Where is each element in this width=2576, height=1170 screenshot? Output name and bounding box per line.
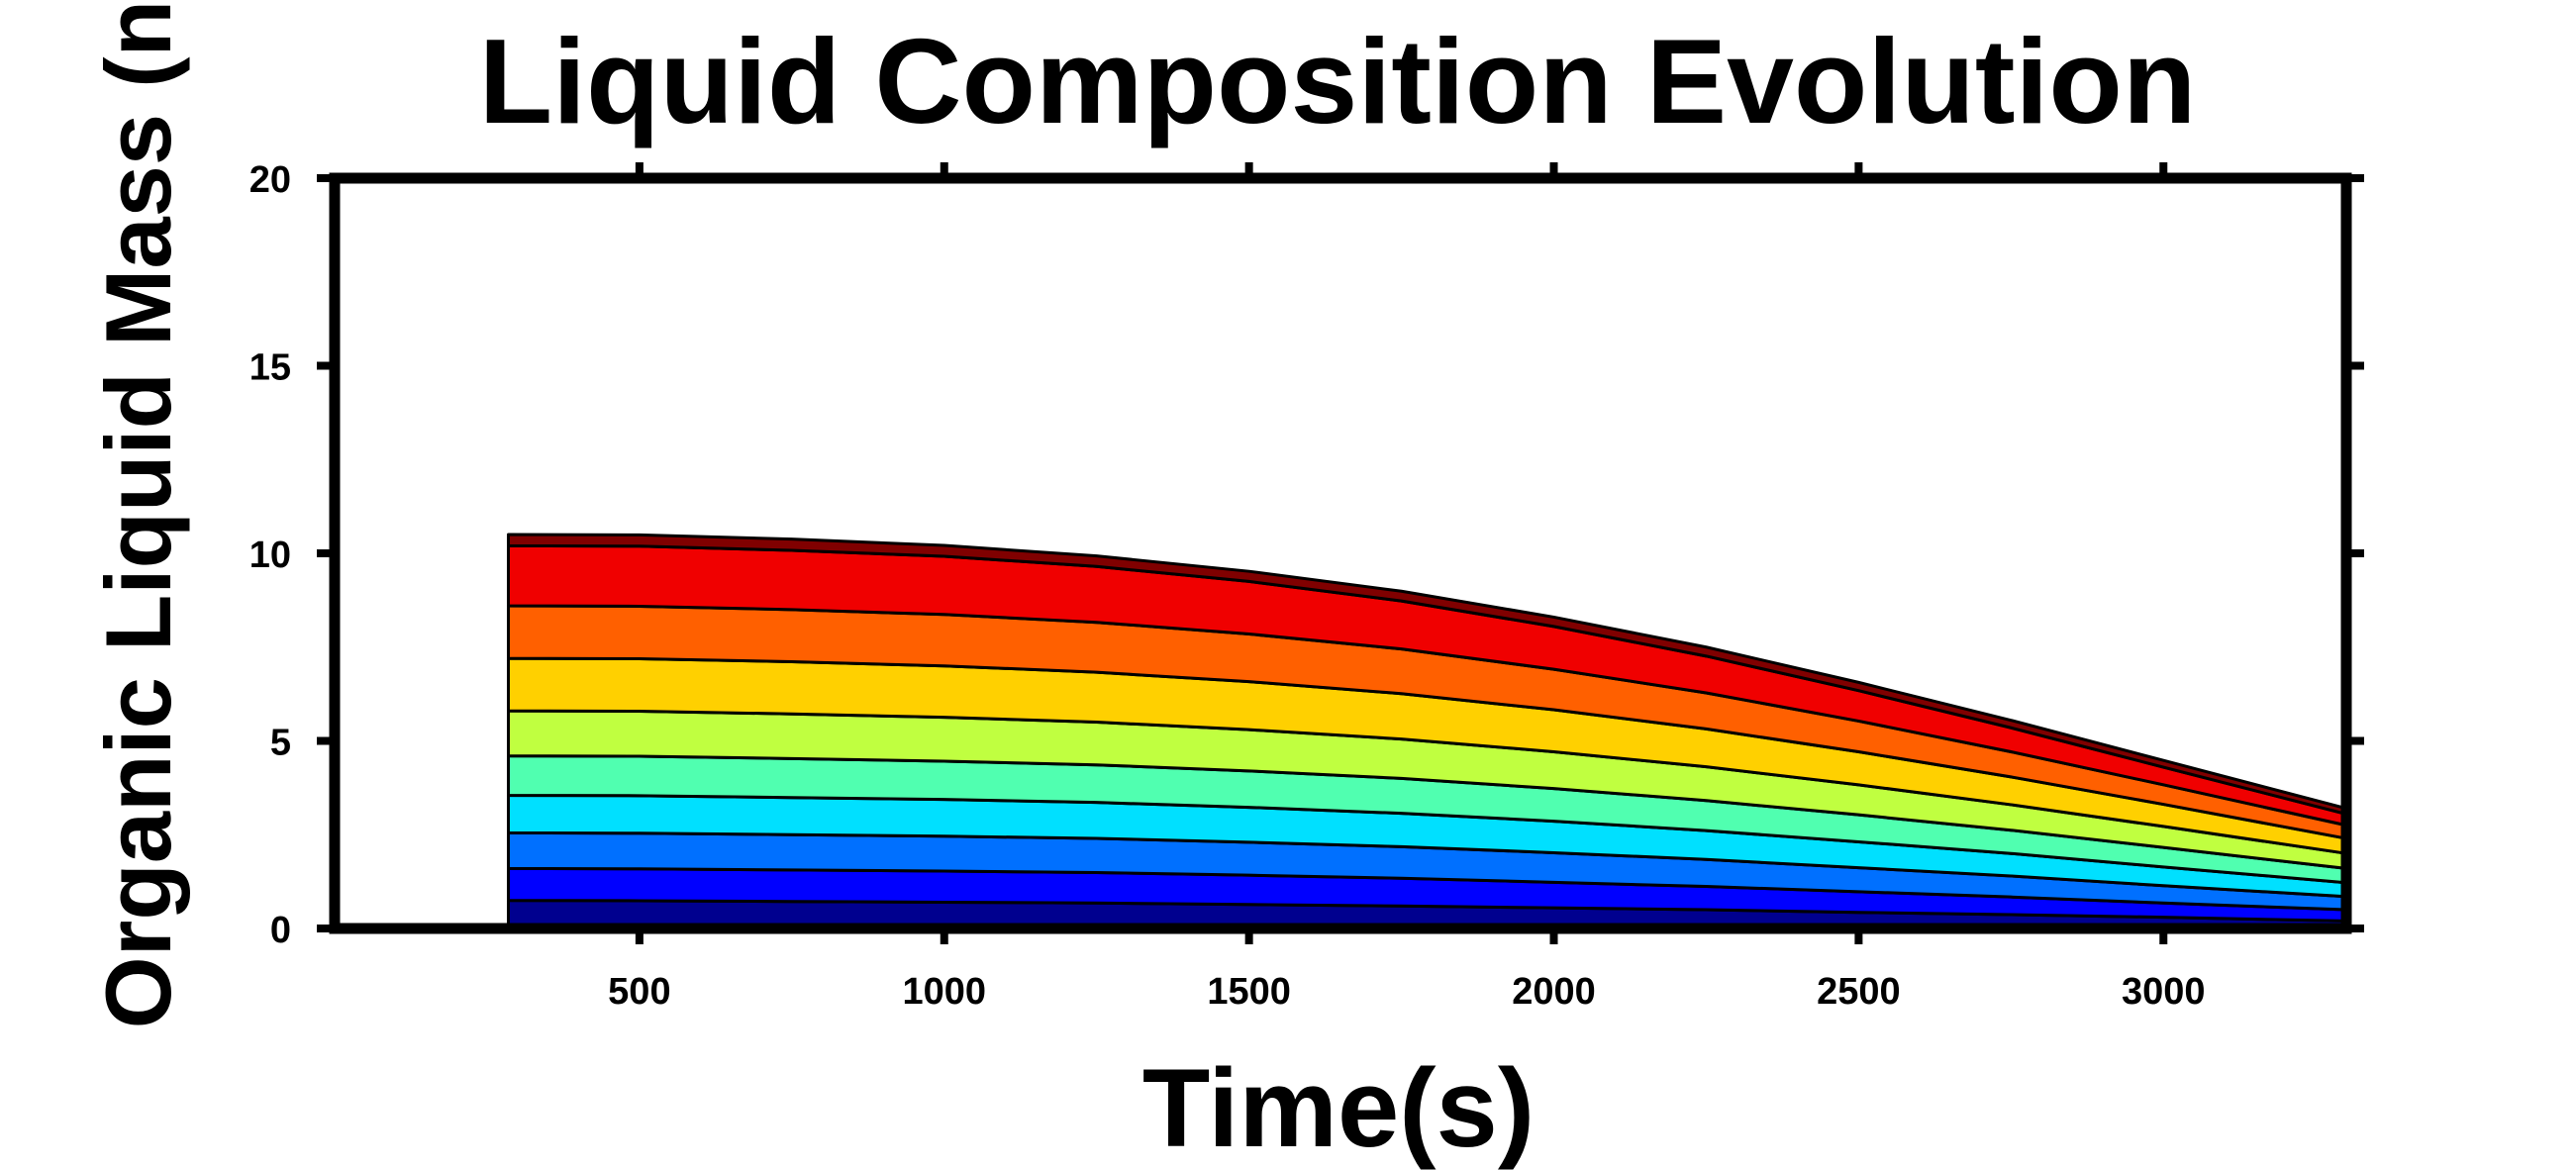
y-tick-label: 0 bbox=[270, 910, 291, 951]
chart-title: Liquid Composition Evolution bbox=[479, 14, 2197, 148]
x-tick-label: 3000 bbox=[2122, 971, 2206, 1013]
y-tick-label: 5 bbox=[270, 723, 291, 764]
stacked-areas bbox=[506, 533, 2348, 930]
y-tick-label: 20 bbox=[249, 159, 291, 201]
x-tick-label: 1500 bbox=[1207, 971, 1291, 1013]
x-axis-label: Time(s) bbox=[1142, 1046, 1535, 1170]
x-tick-label: 500 bbox=[608, 971, 670, 1013]
x-tick-label: 1000 bbox=[902, 971, 986, 1013]
x-tick-label: 2000 bbox=[1512, 971, 1596, 1013]
x-axis: 500 1000 1500 2000 2500 3000 bbox=[608, 162, 2206, 1013]
y-axis: 0 5 10 15 20 bbox=[249, 159, 2364, 951]
y-tick-label: 15 bbox=[249, 347, 291, 389]
y-tick-label: 10 bbox=[249, 535, 291, 576]
y-axis-label: Organic Liquid Mass (n bbox=[86, 0, 190, 1028]
x-tick-label: 2500 bbox=[1817, 971, 1901, 1013]
